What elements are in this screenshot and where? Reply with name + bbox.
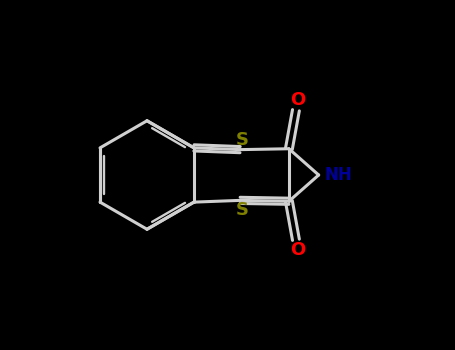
Text: O: O [290,241,305,259]
Text: S: S [235,201,248,219]
Text: O: O [290,91,305,109]
Text: NH: NH [325,166,353,184]
Text: S: S [235,131,248,149]
